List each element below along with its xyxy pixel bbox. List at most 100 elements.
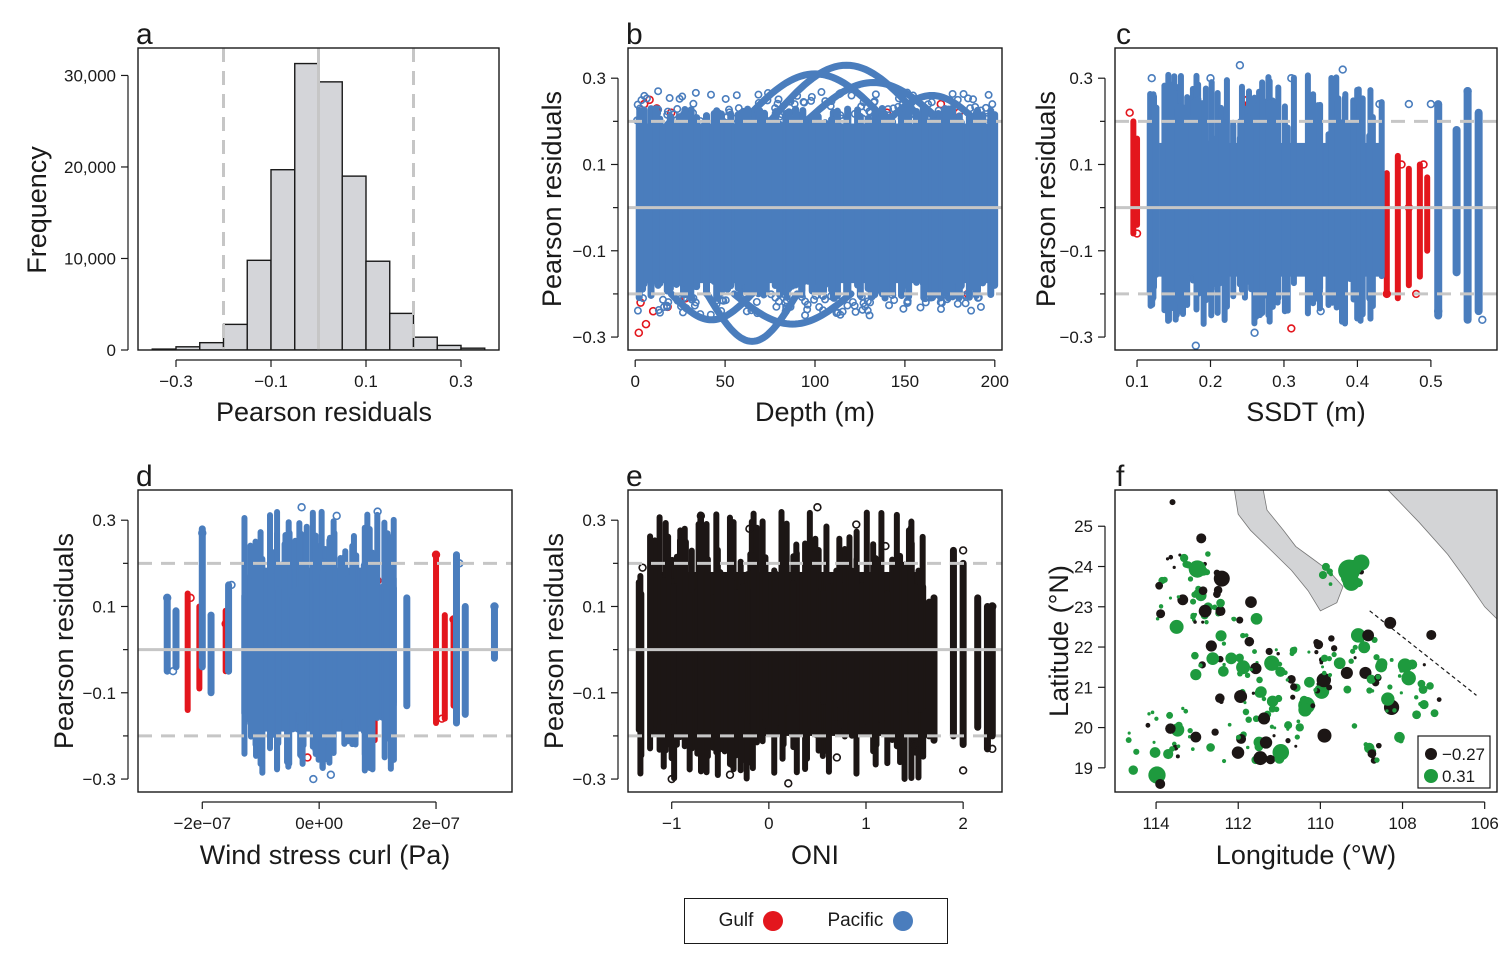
pacific-point [976,302,985,311]
pacific-point [490,602,499,611]
panel-a-histogram: −0.3 −0.1 0.1 0.3 0 10,000 20,000 30,000 Pearso… [22,47,500,427]
negative-residual-dot [1168,554,1174,560]
positive-residual-dot [1296,719,1301,724]
positive-residual-dot [1329,572,1333,577]
panel-f-frame [1114,489,1498,793]
positive-residual-dot [1269,724,1274,729]
positive-residual-dot [1376,658,1388,670]
panel-d-y-tick-label: 0.3 [92,511,116,530]
pacific-point [665,94,674,103]
negative-residual-dot [1205,640,1217,652]
positive-residual-dot [1216,598,1225,608]
positive-residual-dot [1277,661,1283,667]
positive-residual-dot [1191,651,1199,660]
positive-residual-dot [1373,654,1380,661]
gulf-point [1125,108,1134,117]
histogram-bar [365,260,391,350]
data-point [852,520,861,529]
histogram-bar [294,62,320,350]
size-legend-dot-positive [1424,769,1438,783]
positive-residual-dot [1284,721,1293,730]
data-point [988,744,997,754]
panel-d-xlabel: Wind stress curl (Pa) [200,840,451,870]
panel-d-x-tick-label: 2e−07 [412,814,460,833]
pacific-point [706,90,715,99]
positive-residual-dot [1389,658,1394,662]
panel-c-frame [1114,47,1498,351]
panel-f-y-tick-label: 20 [1074,719,1093,738]
negative-residual-dot [1169,499,1176,506]
positive-residual-dot [1150,710,1155,715]
pacific-point [654,87,663,96]
positive-residual-dot [1314,683,1330,699]
gulf-point [634,328,644,338]
pacific-point [663,302,672,311]
pacific-point [691,88,700,97]
positive-residual-dot [1343,685,1352,694]
positive-residual-dot [1169,619,1184,634]
panel-b-x-tick-label: 150 [891,372,919,391]
panel-letter-d: d [136,460,153,493]
positive-residual-dot [1285,678,1290,682]
positive-residual-dot [1430,709,1439,718]
pacific-point [658,295,667,304]
positive-residual-dot [1381,692,1395,706]
negative-residual-dot [1276,651,1280,656]
pacific-point [988,100,997,109]
panel-f-size-legend: −0.27 0.31 [1417,735,1491,789]
positive-residual-dot [1273,726,1277,730]
histogram-bar [389,312,415,350]
positive-residual-dot [1203,569,1211,576]
legend-label-gulf: Gulf [718,910,754,931]
pacific-point [810,295,819,304]
positive-residual-dot [1385,709,1389,713]
gulf-point [641,319,651,329]
pacific-point [1206,73,1215,83]
legend-marker-gulf [763,911,784,931]
panel-b-y-tick-label: −0.3 [572,328,606,347]
gulf-point [437,714,447,723]
positive-residual-dot [1198,663,1203,668]
gulf-point [1397,160,1406,169]
positive-residual-dot [1188,560,1207,578]
negative-residual-dot [1265,647,1273,656]
positive-residual-dot [1414,695,1419,700]
positive-residual-dot [1127,731,1131,735]
panel-c-x-tick-label: 0.3 [1272,372,1296,391]
pacific-point [309,774,318,784]
negative-residual-dot [1258,712,1271,725]
panel-e-x-tick-label: 2 [958,814,967,833]
positive-residual-dot [1331,651,1337,658]
pacific-point [1191,341,1201,350]
legend-label-pacific: Pacific [827,910,884,931]
positive-residual-dot [1256,676,1263,684]
positive-residual-dot [1187,576,1194,582]
panel-c-x-tick-label: 0.5 [1419,372,1443,391]
pacific-point [899,304,908,313]
pacific-point [843,301,852,310]
pacific-point [772,302,781,311]
positive-residual-dot [1394,731,1405,743]
positive-residual-dot [1359,642,1368,651]
panel-f-y-tick-label: 23 [1074,598,1093,617]
negative-residual-dot [1328,635,1335,642]
pacific-point [848,298,857,307]
negative-residual-dot [1294,744,1298,748]
negative-residual-dot [1253,751,1268,766]
panel-f-x-tick-label: 110 [1307,814,1334,833]
panel-e-x-tick-label: 1 [861,814,870,833]
positive-residual-dot [1399,691,1403,695]
negative-residual-dot [1198,586,1208,596]
panel-f-y-tick-label: 24 [1074,558,1093,577]
positive-residual-dot [1350,648,1356,654]
panel-c-y-tick-label: 0.1 [1069,155,1093,174]
pacific-point [969,95,978,104]
gulf-point [1382,289,1392,299]
pacific-point [1404,99,1414,109]
positive-residual-dot [1184,561,1192,569]
panel-d-y-tick-label: −0.3 [82,770,116,789]
positive-residual-dot [1221,758,1227,764]
panel-d-x-tick-label: 0e+00 [295,814,343,833]
histogram-bar [246,259,272,350]
pacific-point [953,299,962,308]
